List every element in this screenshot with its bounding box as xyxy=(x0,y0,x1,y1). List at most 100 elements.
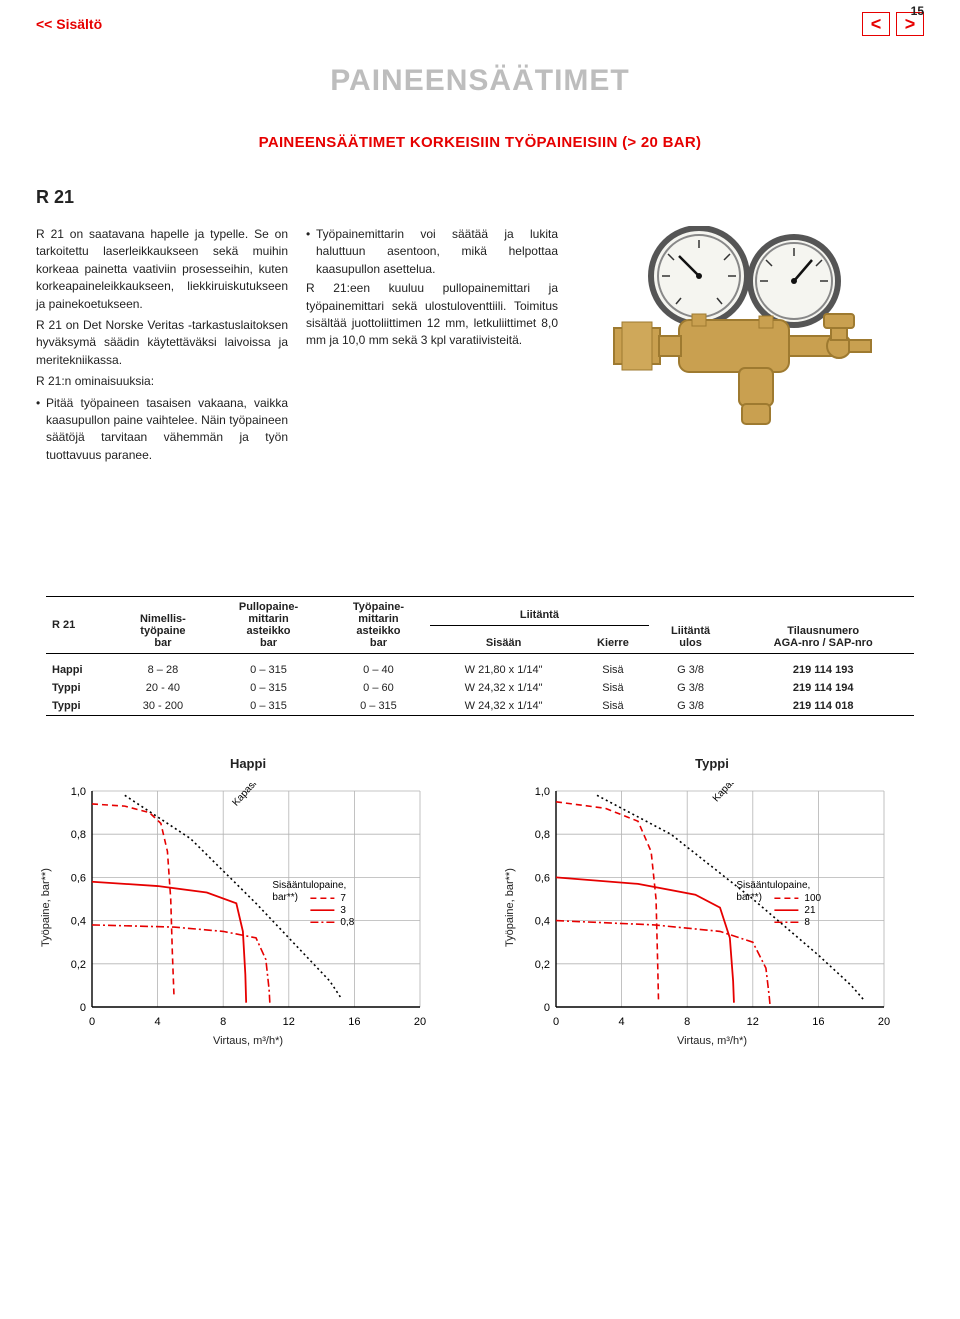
svg-text:0,8: 0,8 xyxy=(340,917,354,928)
cell: Typpi xyxy=(46,697,116,716)
svg-text:0,4: 0,4 xyxy=(535,916,550,928)
th-cyl-gauge: Pullopaine- mittarin asteikko bar xyxy=(210,597,327,654)
cell: Happi xyxy=(46,654,116,680)
svg-text:16: 16 xyxy=(348,1016,360,1028)
chart-title: Happi xyxy=(36,756,460,771)
svg-text:1,0: 1,0 xyxy=(535,786,550,798)
svg-text:0,4: 0,4 xyxy=(71,916,86,928)
cell: W 24,32 x 1/14" xyxy=(430,697,577,716)
prev-page-button[interactable]: < xyxy=(862,12,890,36)
page-subtitle: PAINEENSÄÄTIMET KORKEISIIN TYÖPAINEISIIN… xyxy=(0,134,960,151)
cell: 0 – 315 xyxy=(210,697,327,716)
svg-text:8: 8 xyxy=(804,917,810,928)
svg-text:0,8: 0,8 xyxy=(535,829,550,841)
cell: 0 – 315 xyxy=(210,654,327,680)
table-row: Typpi30 - 2000 – 3150 – 315W 24,32 x 1/1… xyxy=(46,697,914,716)
svg-text:20: 20 xyxy=(878,1016,890,1028)
description-col-2: Työpainemittarin voi säätää ja lukita ha… xyxy=(306,226,558,466)
page-number: 15 xyxy=(911,4,924,18)
description-col-1: R 21 on saatavana hapelle ja typelle. Se… xyxy=(36,226,288,466)
para: R 21:n ominaisuuksia: xyxy=(36,373,288,390)
cell: Sisä xyxy=(577,654,649,680)
chart-title: Typpi xyxy=(500,756,924,771)
chart-xlabel: Virtaus, m³/h*) xyxy=(500,1035,924,1047)
th-line: Pullopaine- xyxy=(239,601,298,613)
th-line: Liitäntä xyxy=(671,625,710,637)
svg-text:20: 20 xyxy=(414,1016,426,1028)
th-line: ulos xyxy=(679,637,702,649)
th-line: mittarin xyxy=(248,613,288,625)
svg-text:Sisääntulopaine,: Sisääntulopaine, xyxy=(272,880,346,891)
para: R 21:een kuuluu pullopainemittari ja työ… xyxy=(306,280,558,350)
cell: W 24,32 x 1/14" xyxy=(430,679,577,697)
svg-text:3: 3 xyxy=(340,905,346,916)
cell: 219 114 018 xyxy=(732,697,914,716)
th-line: mittarin xyxy=(358,613,398,625)
cell: 0 – 315 xyxy=(327,697,430,716)
cell: G 3/8 xyxy=(649,679,733,697)
chart-ylabel: Työpaine, bar**) xyxy=(36,783,52,1033)
product-image-col xyxy=(576,226,924,456)
svg-text:0,6: 0,6 xyxy=(71,872,86,884)
cell: 8 – 28 xyxy=(116,654,211,680)
svg-text:Sisääntulopaine,: Sisääntulopaine, xyxy=(736,880,810,891)
chart-xlabel: Virtaus, m³/h*) xyxy=(36,1035,460,1047)
cell: 0 – 315 xyxy=(210,679,327,697)
th-line: AGA-nro / SAP-nro xyxy=(774,637,873,649)
th-line: Tilausnumero xyxy=(787,625,859,637)
cell: 219 114 194 xyxy=(732,679,914,697)
svg-text:Kapasiteetti: Kapasiteetti xyxy=(711,783,754,804)
svg-text:0: 0 xyxy=(553,1016,559,1028)
svg-text:0,8: 0,8 xyxy=(71,829,86,841)
th-thread: Kierre xyxy=(577,625,649,654)
table-row: Typpi20 - 400 – 3150 – 60W 24,32 x 1/14"… xyxy=(46,679,914,697)
cell: W 21,80 x 1/14" xyxy=(430,654,577,680)
cell: Typpi xyxy=(46,679,116,697)
cell: 20 - 40 xyxy=(116,679,211,697)
cell: 30 - 200 xyxy=(116,697,211,716)
svg-text:0: 0 xyxy=(80,1002,86,1014)
th-line: bar xyxy=(154,637,171,649)
th-order: Tilausnumero AGA-nro / SAP-nro xyxy=(732,597,914,654)
th-line: työpaine xyxy=(140,625,185,637)
svg-text:12: 12 xyxy=(747,1016,759,1028)
regulator-icon xyxy=(584,226,884,446)
cell: 0 – 60 xyxy=(327,679,430,697)
th-nominal: Nimellis- työpaine bar xyxy=(116,597,211,654)
th-product: R 21 xyxy=(46,597,116,654)
cell: 219 114 193 xyxy=(732,654,914,680)
header: << Sisältö < > xyxy=(0,0,960,36)
cell: Sisä xyxy=(577,697,649,716)
svg-text:Kapasiteetti: Kapasiteetti xyxy=(230,783,273,809)
chart-oxygen: Happi Työpaine, bar**) 04812162000,20,40… xyxy=(36,756,460,1047)
svg-text:0: 0 xyxy=(544,1002,550,1014)
th-conn: Liitäntä xyxy=(430,597,649,626)
para: R 21 on Det Norske Veritas -tarkastuslai… xyxy=(36,317,288,369)
svg-text:bar**): bar**) xyxy=(272,892,298,903)
th-line: bar xyxy=(260,637,277,649)
svg-text:0: 0 xyxy=(89,1016,95,1028)
svg-text:100: 100 xyxy=(804,893,821,904)
chart-ylabel: Työpaine, bar**) xyxy=(500,783,516,1033)
chart-svg: 04812162000,20,40,60,81,0KapasiteettiSis… xyxy=(52,783,432,1033)
cell: Sisä xyxy=(577,679,649,697)
svg-text:16: 16 xyxy=(812,1016,824,1028)
svg-text:0,6: 0,6 xyxy=(535,872,550,884)
svg-text:0,2: 0,2 xyxy=(71,959,86,971)
th-line: Työpaine- xyxy=(353,601,404,613)
svg-text:4: 4 xyxy=(155,1016,161,1028)
chart-nitrogen: Typpi Työpaine, bar**) 04812162000,20,40… xyxy=(500,756,924,1047)
svg-text:0,2: 0,2 xyxy=(535,959,550,971)
cell: G 3/8 xyxy=(649,697,733,716)
para: R 21 on saatavana hapelle ja typelle. Se… xyxy=(36,226,288,313)
svg-text:8: 8 xyxy=(684,1016,690,1028)
th-conn-out: Liitäntä ulos xyxy=(649,597,733,654)
svg-text:7: 7 xyxy=(340,893,346,904)
page-title: PAINEENSÄÄTIMET xyxy=(0,64,960,98)
svg-text:8: 8 xyxy=(220,1016,226,1028)
cell: G 3/8 xyxy=(649,654,733,680)
cell: 0 – 40 xyxy=(327,654,430,680)
bullet: Työpainemittarin voi säätää ja lukita ha… xyxy=(306,226,558,278)
back-to-contents-link[interactable]: << Sisältö xyxy=(36,16,102,32)
spec-table: R 21 Nimellis- työpaine bar Pullopaine- … xyxy=(36,596,924,716)
